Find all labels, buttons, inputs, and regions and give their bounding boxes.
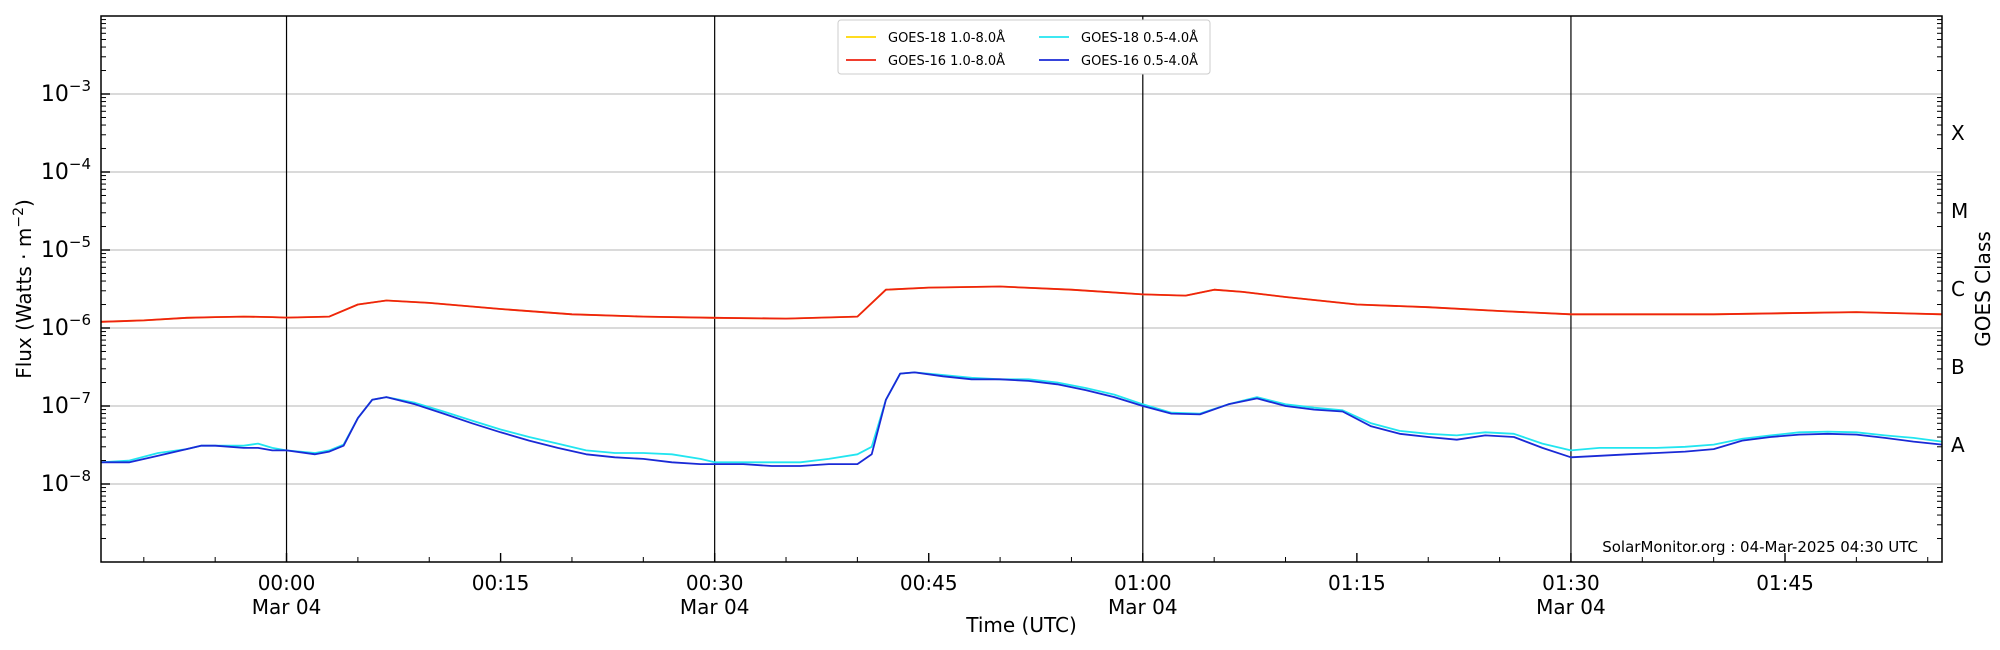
goes-class-labels: A B C M X	[1951, 121, 1968, 457]
series-line	[100, 285, 1943, 323]
x-tick-label: 01:15	[1328, 571, 1386, 595]
legend-box	[837, 19, 1211, 75]
x-tick-label: 00:00	[258, 571, 316, 595]
y-tick-label: 10−6	[41, 311, 91, 341]
plot-frame	[100, 15, 1943, 563]
day-marker-lines	[285, 16, 1572, 562]
x-tick-label: 01:30	[1542, 571, 1600, 595]
legend-entry-label: GOES-18 1.0-8.0Å	[888, 30, 1005, 46]
legend-entry-label: GOES-18 0.5-4.0Å	[1081, 30, 1198, 46]
y-tick-label: 10−7	[41, 389, 91, 419]
legend-entry-label: GOES-16 1.0-8.0Å	[888, 53, 1005, 69]
x-tick-label: 00:45	[900, 571, 958, 595]
x-tick-label: 00:30	[686, 571, 744, 595]
y-axis-label: Flux (Watts · m−2)	[11, 199, 36, 379]
x-tick-label: 01:45	[1756, 571, 1814, 595]
x-tick-date-label: Mar 04	[252, 595, 322, 619]
y-tick-label: 10−8	[41, 467, 91, 497]
goes-class-label: X	[1951, 121, 1965, 145]
series-line	[101, 371, 1943, 467]
x-tick-label: 01:00	[1114, 571, 1172, 595]
goes-class-label: C	[1951, 277, 1965, 301]
x-tick-date-label: Mar 04	[1536, 595, 1606, 619]
x-tick-label: 00:15	[472, 571, 530, 595]
x-axis-label: Time (UTC)	[965, 613, 1077, 637]
goes-class-label: M	[1951, 199, 1968, 223]
y-tick-label: 10−5	[41, 233, 91, 263]
series-lines	[100, 285, 1943, 467]
y-axis-label-main: Flux (Watts · m	[12, 228, 36, 379]
legend-entry-label: GOES-16 0.5-4.0Å	[1081, 53, 1198, 69]
y-axis-label-exponent: −2	[11, 207, 27, 228]
legend: GOES-18 1.0-8.0Å GOES-16 1.0-8.0Å GOES-18 …	[837, 19, 1211, 75]
x-tick-date-label: Mar 04	[680, 595, 750, 619]
y-axis-label-close: )	[12, 199, 36, 207]
x-tick-date-label: Mar 04	[1108, 595, 1178, 619]
goes-class-label: B	[1951, 355, 1965, 379]
goes-class-label: A	[1951, 433, 1965, 457]
y-tick-label: 10−3	[41, 77, 91, 107]
goes-class-axis-label: GOES Class	[1971, 231, 1995, 347]
source-annotation: SolarMonitor.org : 04-Mar-2025 04:30 UTC	[1602, 538, 1918, 556]
y-tick-label: 10−4	[41, 155, 91, 185]
grid-lines	[101, 93, 1942, 485]
